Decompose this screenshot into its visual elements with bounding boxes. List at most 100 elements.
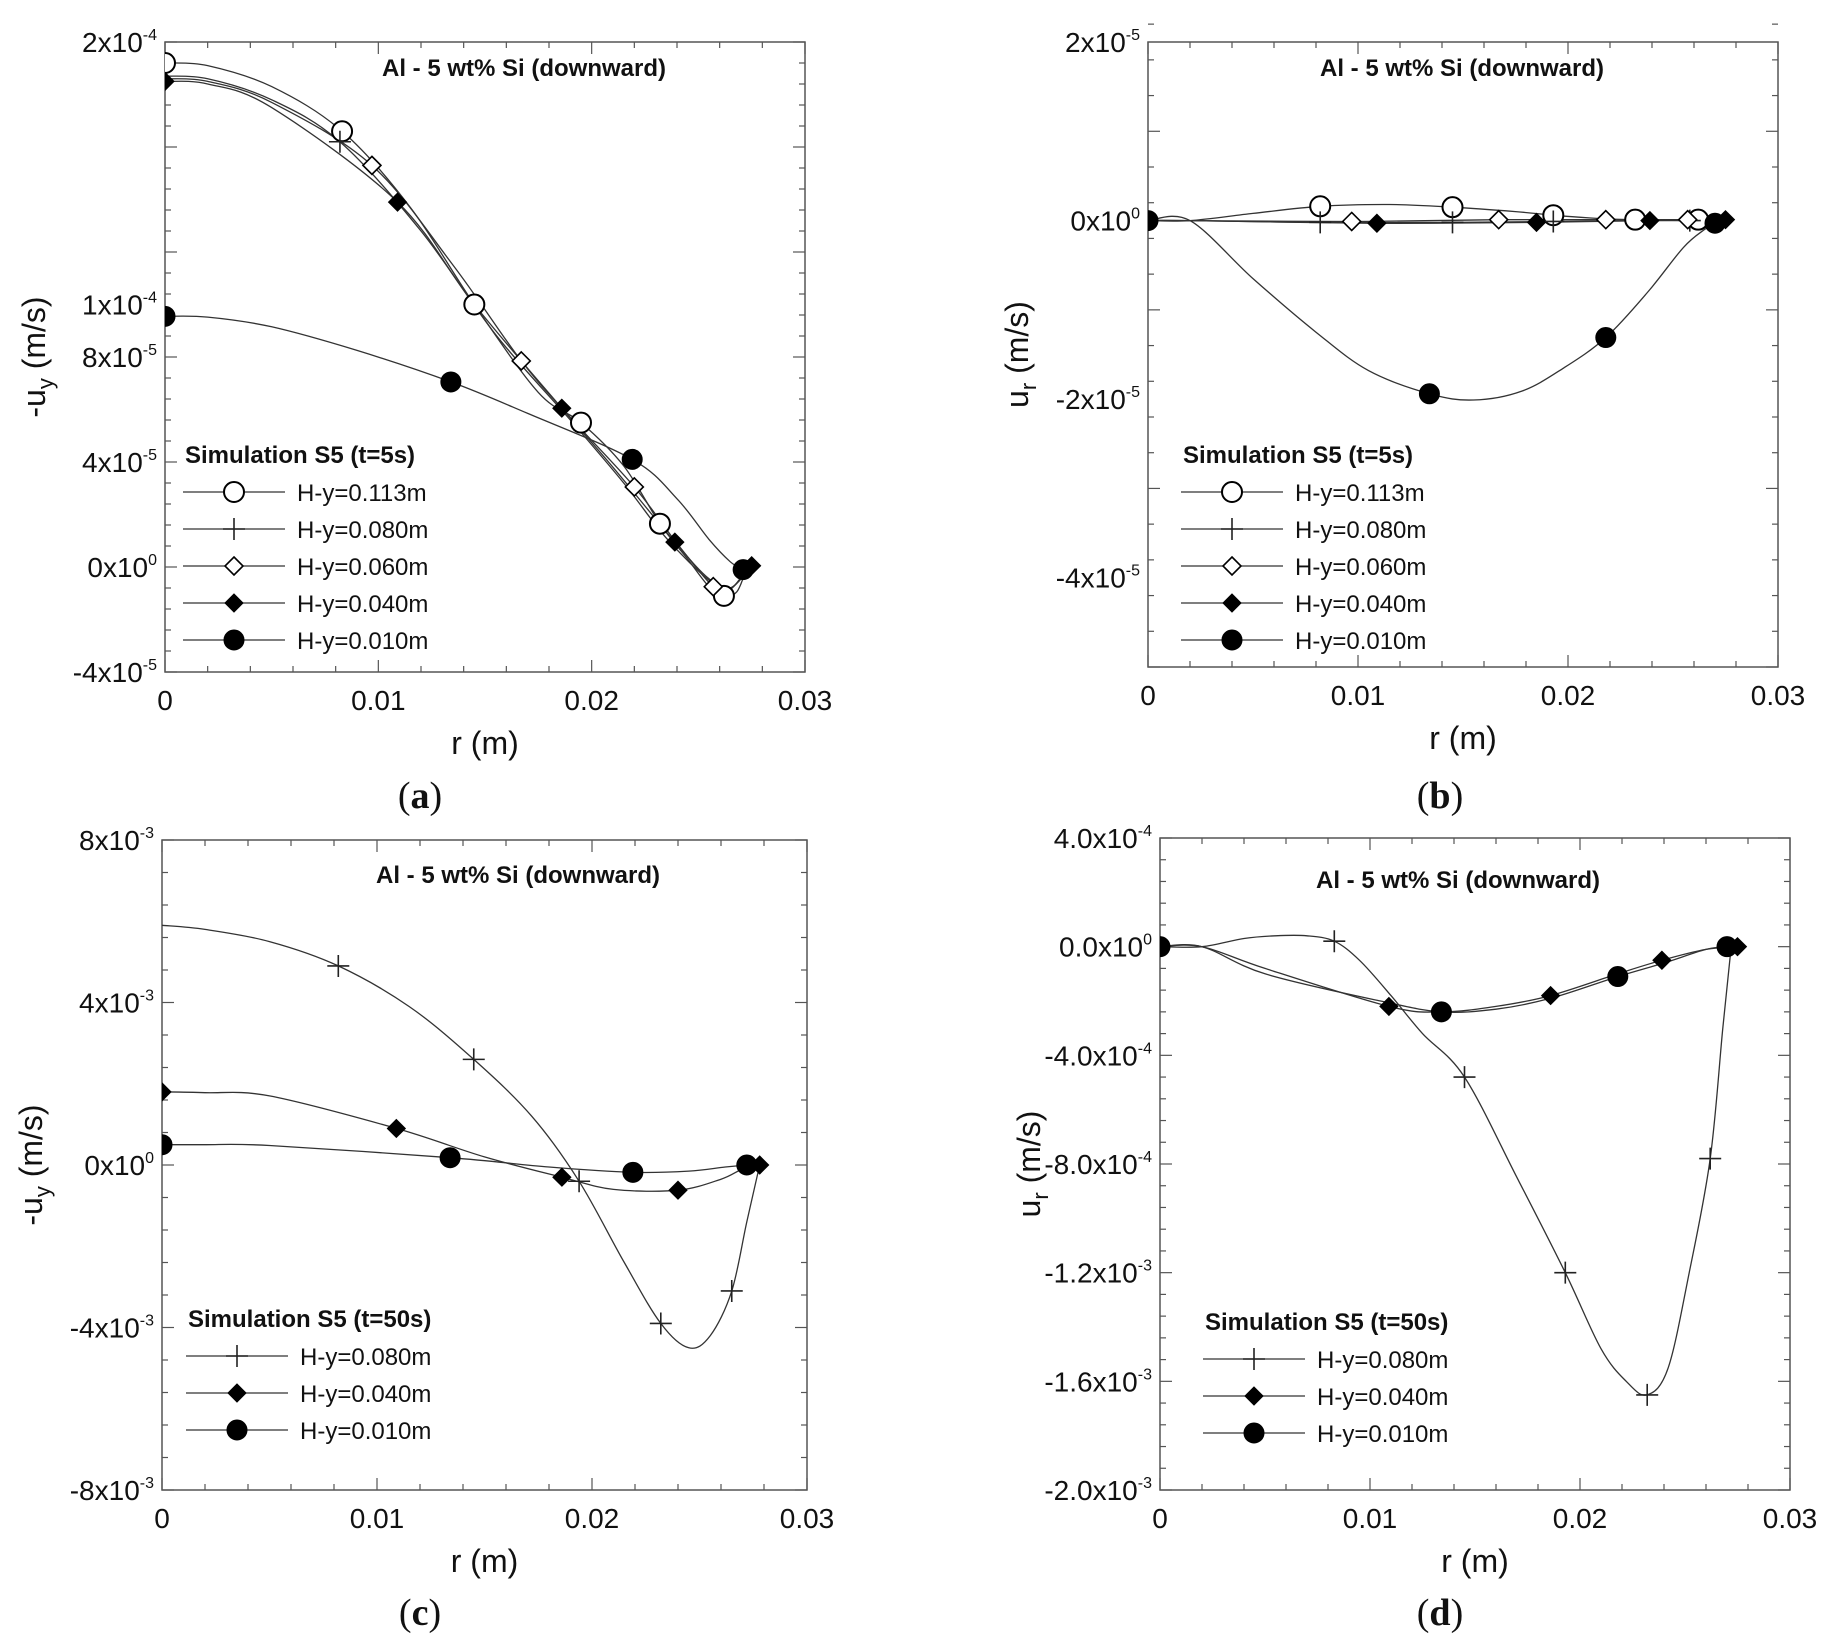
x-tick-label: 0.01 [1331,680,1386,711]
y-tick-mantissa: -8.0x10 [1044,1149,1137,1180]
panel-label-open: ( [398,775,411,817]
y-tick-exponent: -3 [1138,1366,1152,1383]
y-tick-label: -4x10-5 [1056,563,1140,594]
x-tick-label: 0 [1152,1503,1168,1534]
panel-label-letter: b [1429,775,1450,817]
chart-panel-a: 0 0.01 0.02 0.032x10-41x10-48x10-54x10-50x1… [16,27,832,817]
x-tick-label: 0.01 [1343,1503,1398,1534]
y-tick-mantissa: 4.0x10 [1054,823,1138,854]
data-point [1704,212,1726,234]
panel-label-close: ) [1451,1592,1464,1634]
y-axis-title-unit: (m/s) [999,301,1035,383]
chart-panel-c: 0 0.01 0.02 0.038x10-34x10-30x100-4x10-3-8x… [13,825,834,1634]
y-tick-exponent: -4 [1138,1040,1152,1057]
data-point [1323,930,1346,953]
legend-marker [223,518,245,540]
panel-label-letter: d [1429,1592,1450,1634]
legend-label: H-y=0.080m [300,1344,431,1371]
legend: Simulation S5 (t=50s) H-y=0.080m H-y=0.040… [1203,1309,1448,1448]
legend-title: Simulation S5 (t=5s) [1183,442,1413,469]
legend-label: H-y=0.113m [1295,480,1425,507]
data-point [570,411,592,434]
y-tick-mantissa: -4x10 [73,657,143,688]
plot-area [162,924,770,1349]
legend-label: H-y=0.010m [297,628,428,655]
y-tick-mantissa: 1x10 [82,290,143,321]
y-tick-mantissa: 0x10 [87,552,148,583]
y-tick-exponent: -4 [1138,1149,1152,1166]
data-point [1636,1383,1659,1406]
chart-title: Al - 5 wt% Si (downward) [382,55,666,82]
legend-label: H-y=0.080m [1295,517,1426,544]
y-tick-label: -8.0x10-4 [1044,1149,1152,1180]
y-tick-exponent: 0 [148,552,157,569]
y-tick-label: 8x10-5 [82,342,157,373]
data-point [327,954,350,977]
legend-marker [1222,593,1242,613]
data-point [162,1134,173,1156]
chart-title: Al - 5 wt% Si (downward) [376,862,660,889]
y-tick-mantissa: 4x10 [79,988,140,1019]
legend-title: Simulation S5 (t=50s) [188,1306,431,1333]
data-point [387,192,408,212]
series-line [1160,944,1728,1013]
data-point [1640,210,1660,231]
legend-label: H-y=0.010m [300,1418,431,1445]
legend-marker [1221,629,1243,651]
data-point [331,120,354,143]
y-tick-mantissa: 8x10 [79,825,140,856]
series-line [165,315,744,571]
series-line [165,80,753,590]
y-tick-mantissa: -2.0x10 [1044,1475,1137,1506]
charts-container: 0 0.01 0.02 0.032x10-41x10-48x10-54x10-50x1… [13,23,1818,1634]
data-point [440,371,462,393]
legend: Simulation S5 (t=5s) H-y=0.113m H-y=0.080m… [183,442,428,655]
y-axis-title-base: u [1011,1200,1047,1218]
y-axis-title-unit: (m/s) [16,296,52,378]
data-point [463,293,486,316]
y-tick-exponent: -3 [140,825,154,842]
y-tick-exponent: -4 [143,290,157,307]
x-tick-label: 0.01 [351,685,406,716]
y-tick-label: -4x10-3 [70,1313,154,1344]
y-tick-exponent: -5 [1126,27,1140,44]
data-point [1652,950,1672,970]
data-point [1453,1066,1476,1089]
panel-label-open: ( [1417,775,1430,817]
data-point [1595,327,1617,349]
legend-title: Simulation S5 (t=50s) [1205,1309,1448,1336]
panel-label: (b) [1417,775,1463,817]
y-tick-label: 4.0x10-4 [1054,823,1152,854]
x-tick-label: 0 [1140,680,1156,711]
y-tick-mantissa: -4x10 [1056,563,1126,594]
x-tick-label: 0.02 [1541,680,1596,711]
x-axis-title: r (m) [451,725,519,761]
panel-label-open: ( [1417,1592,1430,1634]
data-point [665,532,685,552]
data-point [1379,996,1399,1017]
legend-label: H-y=0.010m [1295,628,1426,655]
y-tick-exponent: -3 [1138,1258,1152,1275]
y-tick-label: -2.0x10-3 [1044,1475,1152,1506]
data-point [621,448,643,470]
y-tick-label: -2x10-5 [1056,384,1140,415]
data-point [165,305,176,327]
y-axis-title-subscript: y [30,1186,55,1197]
y-tick-exponent: -4 [1138,823,1152,840]
x-tick-label: 0.02 [564,685,619,716]
y-tick-label: 0x100 [87,552,157,583]
y-tick-mantissa: -8x10 [70,1475,140,1506]
data-point [1699,1147,1722,1170]
x-tick-label: 0.03 [1763,1503,1818,1534]
data-point [1554,1261,1577,1284]
legend-marker [1221,518,1243,540]
data-point [1677,209,1698,230]
y-axis-title-base: -u [16,389,52,417]
data-point [720,1279,743,1302]
y-tick-exponent: 0 [1131,206,1140,223]
y-tick-label: 2x10-4 [82,27,157,58]
y-tick-label: -4.0x10-4 [1044,1040,1152,1071]
legend-marker [223,481,245,503]
legend-label: H-y=0.060m [297,554,428,581]
